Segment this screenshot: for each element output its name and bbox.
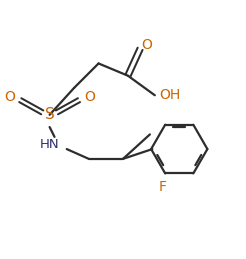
Text: S: S [45, 107, 55, 122]
Text: O: O [85, 90, 95, 104]
Text: O: O [5, 90, 15, 104]
Text: OH: OH [159, 88, 180, 102]
Text: O: O [141, 38, 152, 52]
Text: F: F [159, 180, 167, 194]
Text: HN: HN [40, 138, 60, 151]
